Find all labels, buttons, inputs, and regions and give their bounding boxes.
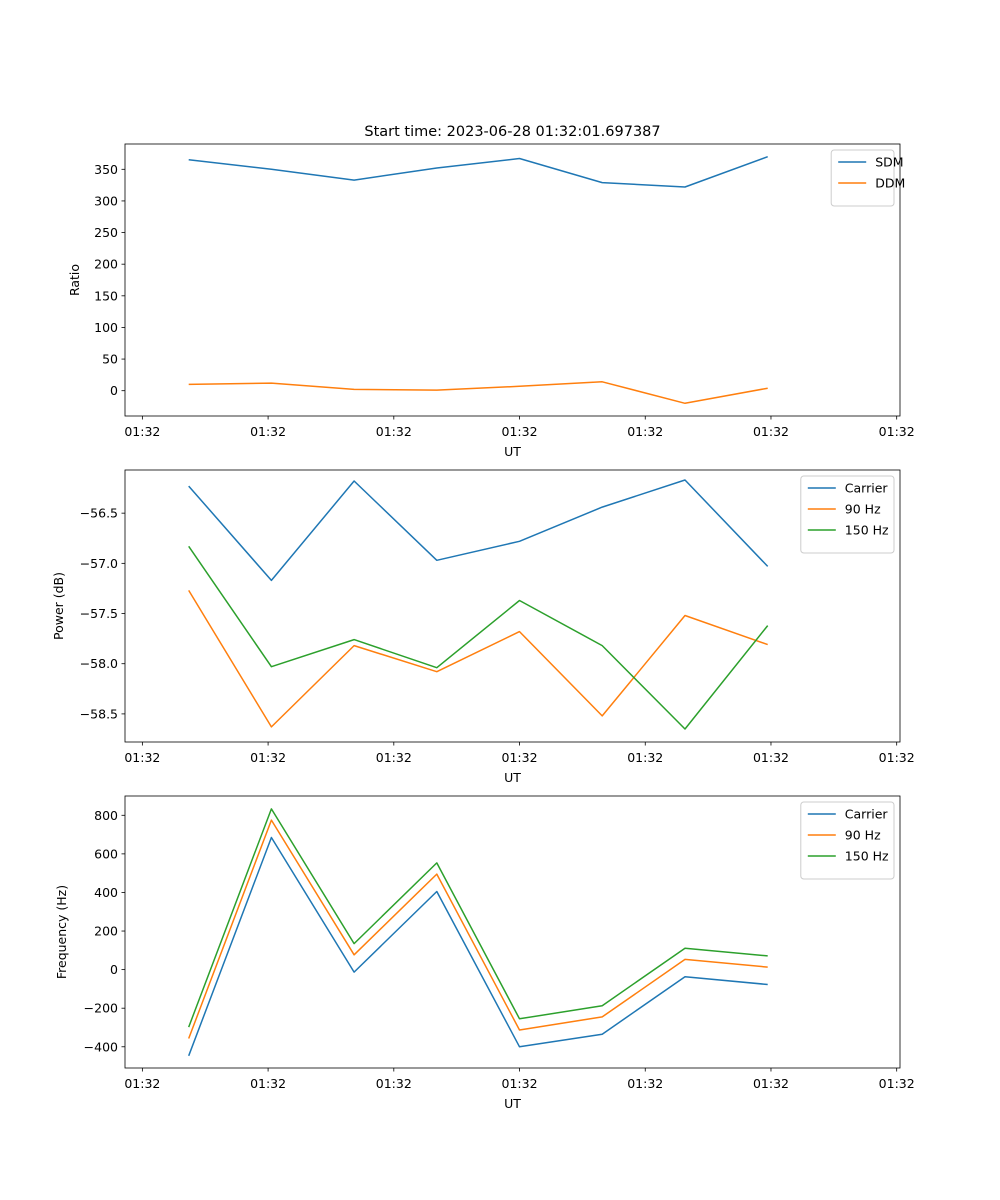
x-tick-label: 01:32	[124, 750, 160, 765]
y-axis-label: Ratio	[67, 264, 82, 296]
legend-label: 150 Hz	[845, 849, 889, 864]
x-tick-label: 01:32	[250, 424, 286, 439]
y-tick-label: 0	[110, 383, 118, 398]
legend-label: 90 Hz	[845, 828, 881, 843]
legend-label: 150 Hz	[845, 523, 889, 538]
y-tick-label: −58.0	[80, 656, 118, 671]
x-tick-label: 01:32	[502, 424, 538, 439]
x-tick-label: 01:32	[502, 1076, 538, 1091]
legend-label: SDM	[875, 155, 903, 170]
x-tick-label: 01:32	[376, 1076, 412, 1091]
x-tick-label: 01:32	[376, 424, 412, 439]
y-tick-label: 600	[94, 846, 118, 861]
x-tick-label: 01:32	[124, 424, 160, 439]
axes-frame	[124, 795, 901, 1069]
figure-title: Start time: 2023-06-28 01:32:01.697387	[364, 124, 660, 140]
series-line-ddm	[188, 381, 768, 405]
series-line-sdm	[188, 155, 768, 188]
y-tick-label: 300	[94, 193, 118, 208]
series-line-carrier	[188, 479, 769, 582]
y-tick-label: 800	[94, 808, 118, 823]
x-tick-label: 01:32	[879, 1076, 915, 1091]
x-tick-label: 01:32	[502, 750, 538, 765]
x-tick-label: 01:32	[879, 750, 915, 765]
axes-frame	[124, 143, 901, 417]
legend-label: DDM	[875, 176, 905, 191]
x-tick-label: 01:32	[627, 424, 663, 439]
y-tick-label: −57.5	[80, 606, 118, 621]
y-tick-label: 50	[102, 352, 118, 367]
x-axis-label: UT	[504, 444, 521, 459]
chart-panel-1: 01:32 01:32 01:32 01:32 01:32 01:32 01:32 UT 0 50…	[67, 143, 915, 459]
legend-label: 90 Hz	[845, 502, 881, 517]
y-tick-label: 250	[94, 225, 118, 240]
y-tick-label: 100	[94, 320, 118, 335]
x-tick-label: 01:32	[250, 750, 286, 765]
legend: Carrier 90 Hz 150 Hz	[800, 475, 895, 554]
x-axis-label: UT	[504, 1096, 521, 1111]
legend-label: Carrier	[845, 481, 889, 496]
x-tick-label: 01:32	[124, 1076, 160, 1091]
y-tick-label: −56.5	[80, 506, 118, 521]
x-axis-label: UT	[504, 770, 521, 785]
legend: SDM DDM	[830, 149, 905, 207]
x-tick-label: 01:32	[250, 1076, 286, 1091]
legend-box	[800, 801, 895, 880]
y-axis-label: Frequency (Hz)	[54, 885, 69, 979]
legend-box	[800, 475, 895, 554]
chart-panel-2: 01:32 01:32 01:32 01:32 01:32 01:32 01:32 UT −58…	[51, 469, 915, 785]
y-tick-label: 150	[94, 288, 118, 303]
x-tick-label: 01:32	[753, 1076, 789, 1091]
x-tick-label: 01:32	[376, 750, 412, 765]
subplots: 01:32 01:32 01:32 01:32 01:32 01:32 01:32 UT 0 50…	[51, 143, 915, 1111]
y-tick-label: −58.5	[80, 706, 118, 721]
legend: Carrier 90 Hz 150 Hz	[800, 801, 895, 880]
series-line-150-hz	[187, 808, 768, 1028]
series-line-90-hz	[188, 590, 768, 728]
series-line-90-hz	[187, 819, 768, 1039]
series-line-carrier	[187, 836, 768, 1057]
y-tick-label: 200	[94, 924, 118, 939]
legend-box	[830, 149, 895, 207]
y-tick-label: 350	[94, 162, 118, 177]
y-axis-label: Power (dB)	[51, 572, 66, 640]
x-tick-label: 01:32	[627, 1076, 663, 1091]
x-tick-label: 01:32	[879, 424, 915, 439]
y-tick-label: 400	[94, 885, 118, 900]
x-tick-label: 01:32	[753, 750, 789, 765]
x-tick-label: 01:32	[753, 424, 789, 439]
y-tick-label: 0	[110, 962, 118, 977]
series-line-150-hz	[188, 545, 769, 730]
chart-panel-3: 01:32 01:32 01:32 01:32 01:32 01:32 01:32 UT −40…	[54, 795, 915, 1111]
y-tick-label: −57.0	[80, 556, 118, 571]
y-tick-label: 200	[94, 257, 118, 272]
y-tick-label: −200	[84, 1001, 118, 1016]
axes-frame	[124, 469, 901, 743]
legend-label: Carrier	[845, 807, 889, 822]
y-tick-label: −400	[84, 1039, 118, 1054]
x-tick-label: 01:32	[627, 750, 663, 765]
